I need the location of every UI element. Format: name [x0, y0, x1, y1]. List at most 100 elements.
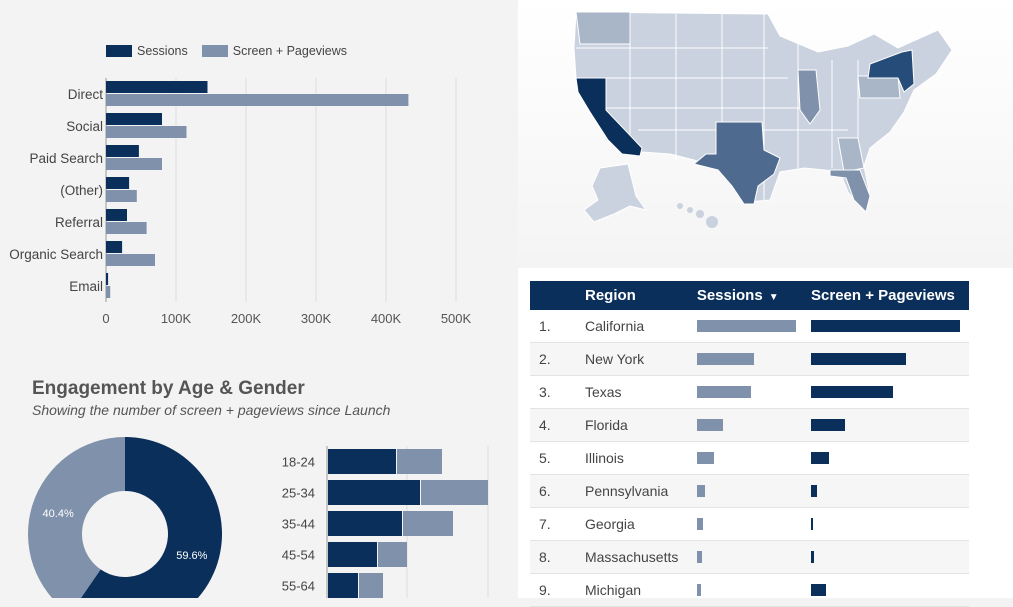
age-bar-segment-light[interactable] [378, 542, 407, 567]
left-panel: Sessions Screen + Pageviews 0 100K 200K 300… [9, 44, 489, 598]
bar-pageviews[interactable] [106, 158, 162, 170]
us-map[interactable] [518, 0, 1013, 268]
legend-label-sessions: Sessions [137, 44, 188, 58]
bar-pageviews[interactable] [106, 126, 187, 138]
gender-donut-chart: 59.6% 40.4% [28, 437, 222, 598]
bar-sessions[interactable] [106, 113, 162, 125]
bar-sessions[interactable] [106, 273, 109, 285]
header-region[interactable]: Region [584, 281, 697, 310]
map-new-york [867, 49, 915, 93]
header-sessions[interactable]: Sessions ▼ [696, 281, 812, 310]
bar-pageviews[interactable] [106, 190, 137, 202]
age-bar-chart: 18-24 25-34 35-44 45-54 55-64 [282, 446, 489, 598]
age-bar-segment-light[interactable] [421, 480, 488, 505]
pageviews-bar [811, 386, 893, 398]
table-row[interactable]: 2. New York [530, 342, 969, 376]
map-texas [692, 121, 781, 205]
bar-sessions[interactable] [106, 145, 139, 157]
pageviews-bar [811, 353, 907, 365]
sessions-bar [696, 551, 702, 563]
sessions-bar [696, 584, 701, 596]
row-rank: 6. [530, 474, 585, 508]
bar-sessions[interactable] [106, 177, 130, 189]
age-bar-segment-light[interactable] [397, 449, 442, 474]
header-pageviews[interactable]: Screen + Pageviews [811, 281, 969, 310]
age-bar-segment-dark[interactable] [328, 480, 420, 505]
legend-label-pageviews: Screen + Pageviews [232, 44, 348, 58]
row-sessions [696, 540, 812, 574]
pageviews-bar [811, 485, 817, 497]
map-washington [575, 11, 631, 45]
row-pageviews [811, 474, 969, 508]
x-tick-label: 500K [441, 311, 472, 326]
age-bar-segment-dark[interactable] [328, 542, 377, 567]
row-sessions [696, 507, 812, 541]
row-pageviews [811, 375, 969, 409]
bar-pageviews[interactable] [106, 254, 155, 266]
row-region: Texas [584, 375, 697, 409]
legend-pageviews[interactable]: Screen + Pageviews [201, 44, 348, 58]
row-sessions [696, 474, 812, 508]
bar-sessions[interactable] [106, 241, 123, 253]
map-pennsylvania [857, 75, 901, 99]
row-rank: 7. [530, 507, 585, 541]
age-bar-segment-dark[interactable] [328, 573, 358, 598]
table-row[interactable]: 6. Pennsylvania [530, 474, 969, 508]
map-alaska [583, 163, 648, 223]
category-label: Direct [68, 87, 104, 102]
bar-pageviews[interactable] [106, 222, 147, 234]
header-sessions-label: Sessions [696, 287, 763, 304]
x-tick-label: 0 [102, 311, 109, 326]
bar-pageviews[interactable] [106, 94, 409, 106]
x-tick-label: 200K [231, 311, 262, 326]
table-header: Region Sessions ▼ Screen + Pageviews [530, 281, 969, 310]
table-row[interactable]: 8. Massachusetts [530, 540, 969, 574]
table-row[interactable]: 9. Michigan [530, 573, 969, 607]
sessions-bar [696, 419, 723, 431]
row-region: California [584, 310, 697, 343]
category-label: (Other) [60, 183, 103, 198]
age-bar-segment-light[interactable] [403, 511, 453, 536]
donut-slice-label: 40.4% [43, 508, 74, 520]
pageviews-bar [811, 518, 814, 530]
age-bar-segment-dark[interactable] [328, 449, 396, 474]
row-region: Georgia [584, 507, 697, 541]
pageviews-bar [811, 419, 846, 431]
category-label: Organic Search [9, 247, 103, 262]
category-label: Paid Search [29, 151, 103, 166]
row-sessions [696, 573, 812, 607]
x-tick-label: 100K [161, 311, 192, 326]
age-bar-segment-dark[interactable] [328, 511, 402, 536]
row-sessions [696, 342, 812, 376]
x-tick-label: 400K [371, 311, 402, 326]
row-rank: 9. [530, 573, 585, 607]
age-label: 25-34 [282, 486, 315, 501]
sort-down-icon[interactable]: ▼ [768, 292, 779, 303]
donut-slice[interactable] [70, 437, 222, 598]
channel-legend: Sessions Screen + Pageviews [106, 44, 361, 58]
age-bar-segment-light[interactable] [359, 573, 383, 598]
bar-pageviews[interactable] [106, 286, 111, 298]
row-pageviews [811, 507, 969, 541]
row-sessions [696, 375, 812, 409]
header-rank [530, 281, 585, 310]
bar-sessions[interactable] [106, 209, 127, 221]
table-row[interactable]: 3. Texas [530, 375, 969, 409]
row-region: Pennsylvania [584, 474, 697, 508]
table-row[interactable]: 7. Georgia [530, 507, 969, 541]
row-rank: 4. [530, 408, 585, 442]
row-rank: 3. [530, 375, 585, 409]
table-row[interactable]: 5. Illinois [530, 441, 969, 475]
row-pageviews [811, 441, 969, 475]
category-label: Referral [55, 215, 103, 230]
row-rank: 2. [530, 342, 585, 376]
table-row[interactable]: 4. Florida [530, 408, 969, 442]
bar-sessions[interactable] [106, 81, 208, 93]
legend-sessions[interactable]: Sessions [106, 44, 188, 58]
row-sessions [696, 408, 812, 442]
donut-slice[interactable] [28, 437, 125, 598]
age-label: 55-64 [282, 579, 315, 594]
row-region: Illinois [584, 441, 697, 475]
sessions-bar [696, 485, 705, 497]
table-row[interactable]: 1. California [530, 310, 969, 343]
